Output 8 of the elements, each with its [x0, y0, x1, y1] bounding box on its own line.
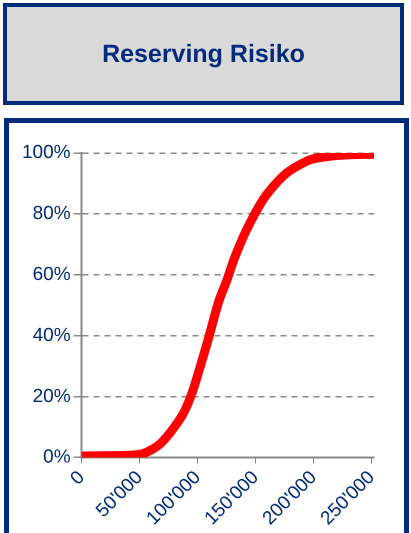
y-tick-label: 100%	[22, 142, 71, 164]
y-tick-label: 0%	[43, 446, 71, 468]
x-tick-label: 0	[66, 466, 89, 490]
y-tick-label: 80%	[32, 203, 71, 224]
y-tick-label: 20%	[32, 386, 71, 407]
chart-title: Reserving Risiko	[3, 3, 404, 105]
y-tick-label: 40%	[32, 324, 71, 346]
y-tick-label: 60%	[32, 264, 71, 286]
